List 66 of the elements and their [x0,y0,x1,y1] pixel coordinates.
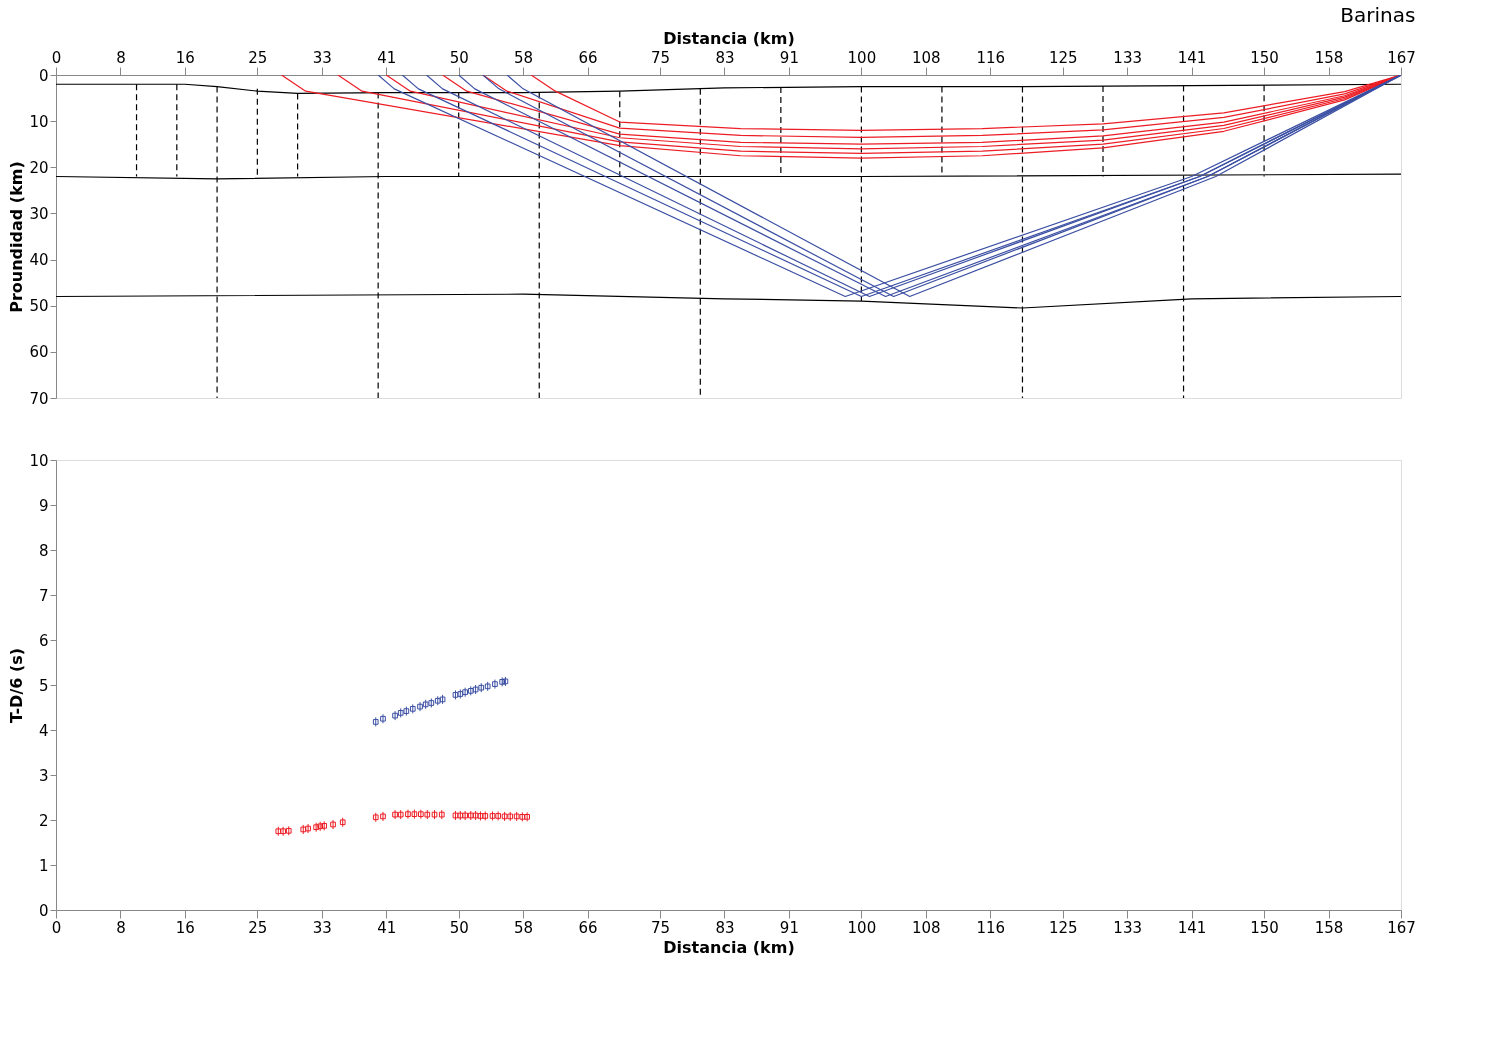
y-tick-label: 8 [38,541,49,560]
x-tick-label: 8 [116,918,126,937]
x-tick-label: 16 [175,918,195,937]
y-tick-label: 50 [29,297,49,316]
x-tick-label: 8 [116,48,126,67]
x-tick-label: 33 [312,918,332,937]
x-tick-label: 167 [1387,918,1416,937]
y-tick-label: 2 [38,811,49,830]
y-tick-label: 70 [29,389,49,408]
y-tick-label: 10 [29,451,49,470]
x-tick-label: 58 [514,48,534,67]
x-tick-label: 108 [912,918,941,937]
y-tick-label: 6 [38,631,49,650]
x-tick-label: 125 [1048,918,1078,937]
x-tick-label: 91 [779,48,799,67]
x-tick-label: 150 [1250,48,1279,67]
x-tick-label: 66 [578,48,598,67]
x-tick-label: 100 [847,918,877,937]
x-tick-label: 116 [976,48,1006,67]
x-tick-label: 33 [312,48,332,67]
x-tick-label: 141 [1177,48,1207,67]
y-tick-label: 5 [38,676,49,695]
x-tick-label: 25 [248,918,268,937]
y-tick-label: 3 [38,766,49,785]
x-tick-label: 125 [1048,48,1078,67]
x-tick-label: 16 [175,48,195,67]
x-tick-label: 116 [976,918,1006,937]
x-axis-title: Distancia (km) [663,28,795,48]
x-tick-label: 41 [377,918,397,937]
x-tick-label: 50 [449,918,469,937]
x-tick-label: 83 [715,48,735,67]
x-tick-label: 0 [51,48,62,67]
x-tick-label: 91 [779,918,799,937]
x-tick-label: 141 [1177,918,1207,937]
chart-title: Barinas [1340,3,1416,27]
y-tick-label: 4 [38,721,49,740]
x-axis-title: Distancia (km) [663,937,795,957]
x-tick-label: 25 [248,48,268,67]
y-axis-title: T-D/6 (s) [7,647,27,724]
x-tick-label: 41 [377,48,397,67]
x-tick-label: 83 [715,918,735,937]
y-axis-title: Proundidad (km) [7,161,27,313]
x-tick-label: 66 [578,918,598,937]
x-tick-label: 158 [1314,918,1344,937]
x-tick-label: 50 [449,48,469,67]
y-tick-label: 1 [38,856,49,875]
y-tick-label: 60 [29,343,49,362]
x-tick-label: 133 [1113,918,1142,937]
x-tick-label: 133 [1113,48,1142,67]
y-tick-label: 30 [29,204,49,223]
y-tick-label: 0 [38,66,49,85]
x-tick-label: 158 [1314,48,1344,67]
x-tick-label: 75 [651,48,671,67]
y-tick-label: 40 [29,251,49,270]
y-tick-label: 20 [29,158,49,177]
y-tick-label: 10 [29,112,49,131]
x-tick-label: 75 [651,918,671,937]
y-tick-label: 9 [38,496,49,515]
x-tick-label: 108 [912,48,941,67]
x-tick-label: 0 [51,918,62,937]
y-tick-label: 7 [38,586,49,605]
x-tick-label: 150 [1250,918,1279,937]
y-tick-label: 0 [38,901,49,920]
x-tick-label: 100 [847,48,877,67]
x-tick-label: 58 [514,918,534,937]
x-tick-label: 167 [1387,48,1416,67]
